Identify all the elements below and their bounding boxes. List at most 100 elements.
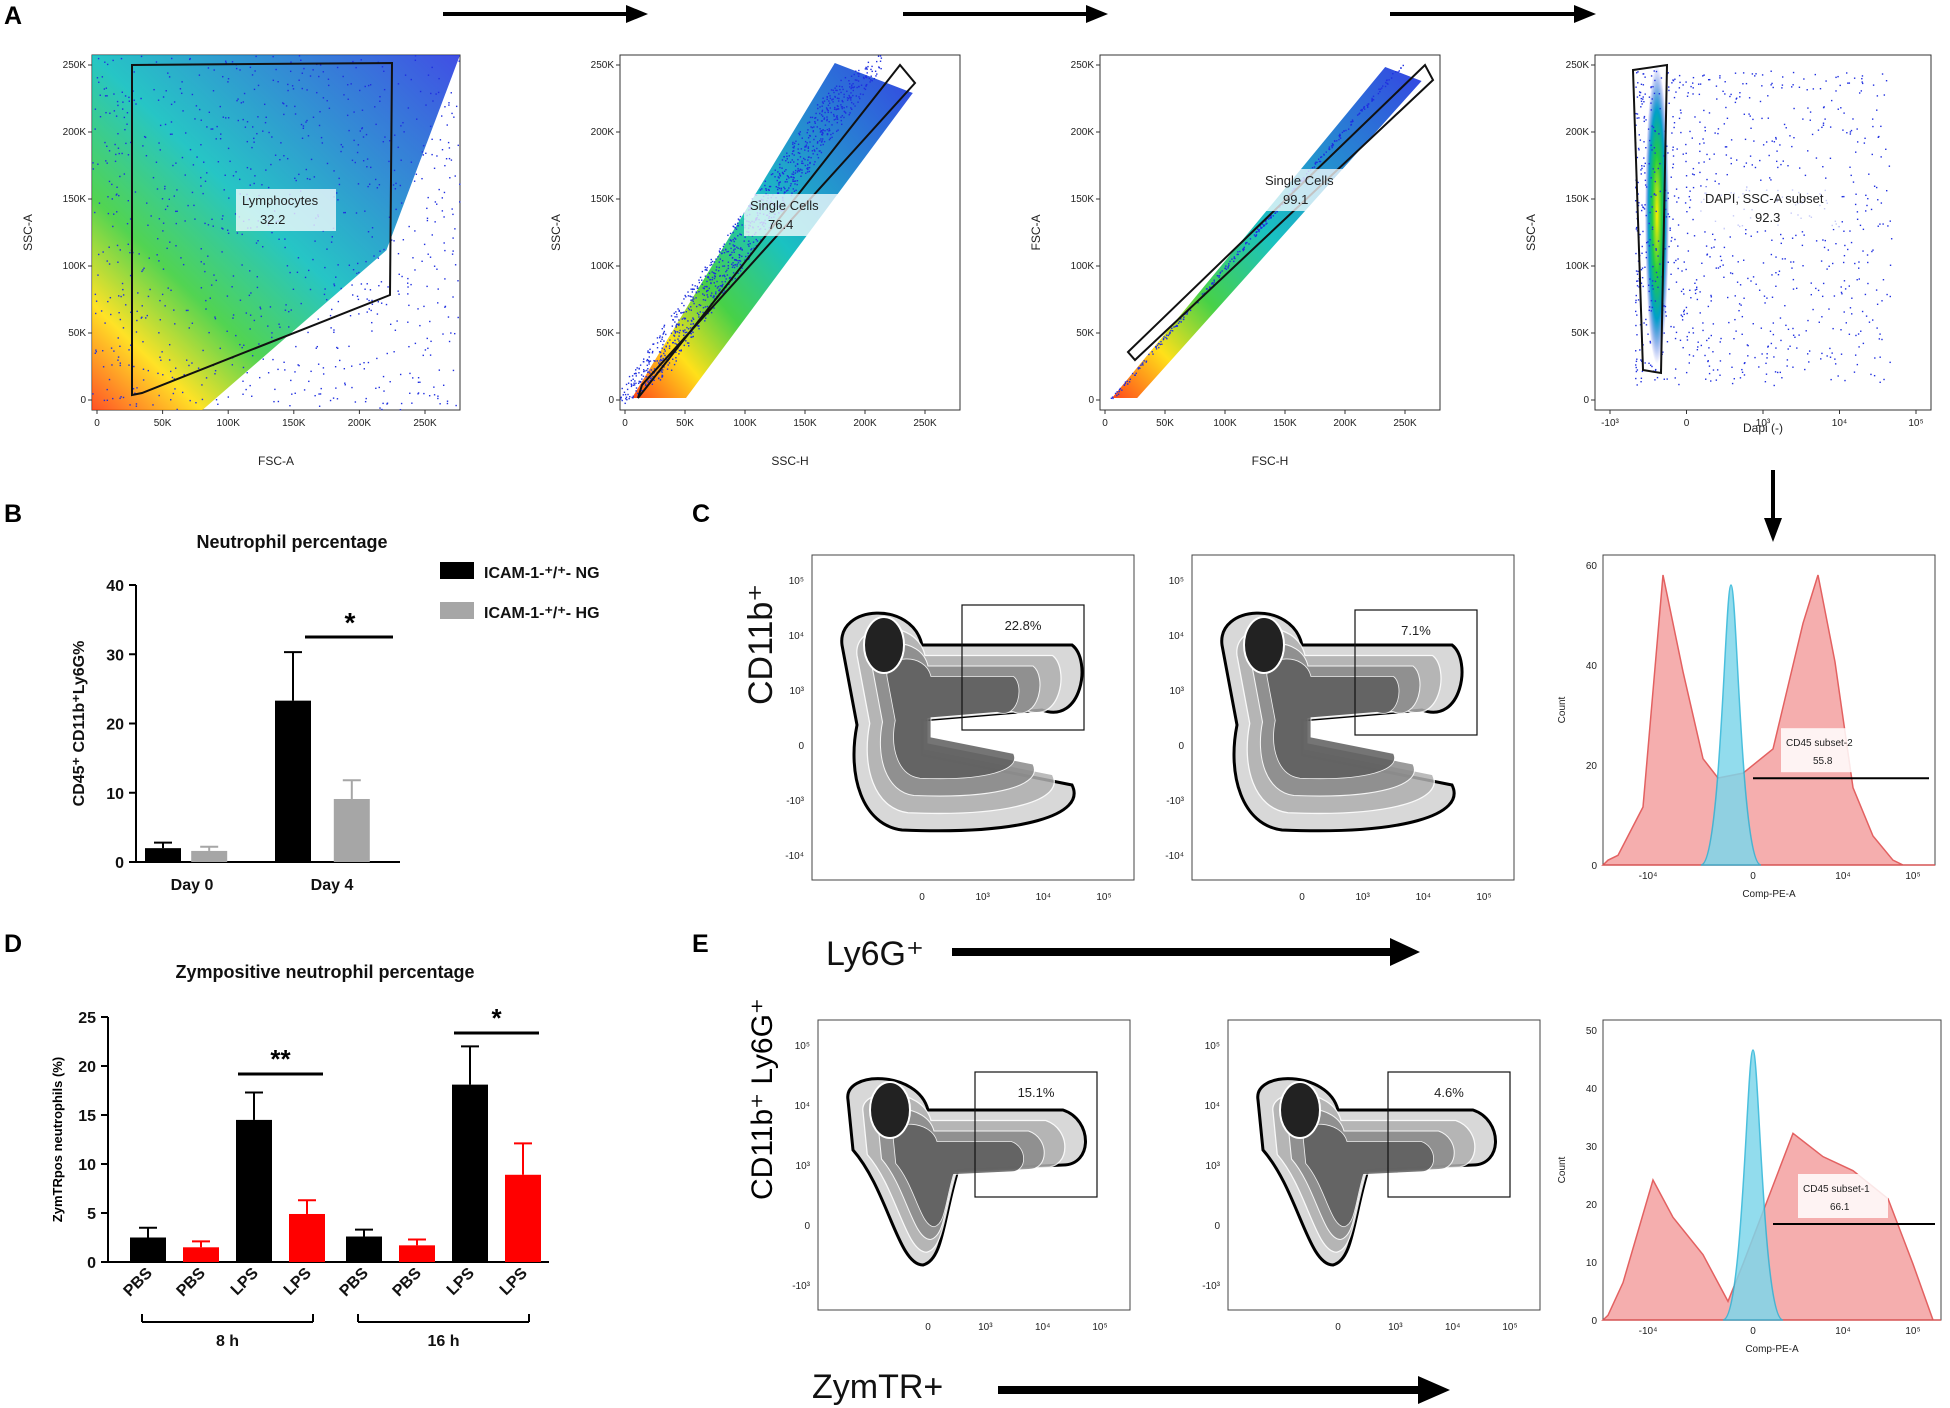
event-dot xyxy=(635,382,637,384)
event-dot xyxy=(237,119,240,122)
event-dot xyxy=(249,270,251,272)
event-dot xyxy=(833,91,835,94)
event-dot xyxy=(647,371,649,373)
event-dot xyxy=(706,269,708,271)
event-dot xyxy=(1765,362,1767,365)
event-dot xyxy=(690,332,692,335)
event-dot xyxy=(1858,346,1860,348)
event-dot xyxy=(858,85,860,88)
event-dot xyxy=(798,132,800,135)
event-dot xyxy=(290,309,292,311)
event-dot xyxy=(836,130,838,132)
event-dot xyxy=(1779,371,1782,374)
event-dot xyxy=(454,175,456,177)
event-dot xyxy=(859,97,861,100)
event-dot xyxy=(333,284,336,287)
event-dot xyxy=(1740,304,1742,306)
x-tick-label: 10⁵ xyxy=(1096,892,1111,903)
event-dot xyxy=(412,257,414,259)
event-dot xyxy=(1180,318,1182,320)
event-dot xyxy=(277,368,279,371)
event-dot xyxy=(678,353,680,355)
y-tick-label: 10⁴ xyxy=(789,631,804,642)
event-dot xyxy=(386,352,388,355)
event-dot xyxy=(835,116,838,118)
event-dot xyxy=(1673,326,1675,328)
event-dot xyxy=(692,296,694,298)
y-tick-label: 0 xyxy=(87,1255,96,1272)
event-dot xyxy=(732,239,734,241)
event-dot xyxy=(1213,279,1215,281)
event-dot xyxy=(625,396,628,398)
event-dot xyxy=(173,378,176,380)
event-dot xyxy=(255,242,258,244)
event-dot xyxy=(1841,195,1843,198)
event-dot xyxy=(791,159,793,161)
event-dot xyxy=(1858,267,1860,269)
gate-box xyxy=(1354,609,1478,736)
event-dot xyxy=(1675,188,1678,190)
event-dot xyxy=(848,96,851,98)
event-dot xyxy=(1180,321,1182,323)
event-dot xyxy=(698,325,700,327)
event-dot xyxy=(1654,369,1657,372)
event-dot xyxy=(633,373,636,375)
event-dot xyxy=(726,269,728,272)
event-dot xyxy=(841,106,844,108)
event-dot xyxy=(1685,175,1688,177)
event-dot xyxy=(707,296,709,298)
event-dot xyxy=(374,178,377,181)
event-dot xyxy=(368,308,370,310)
event-dot xyxy=(1372,99,1375,101)
event-dot xyxy=(1715,379,1718,381)
event-dot xyxy=(243,344,245,346)
event-dot xyxy=(760,239,762,241)
event-dot xyxy=(1672,115,1674,118)
event-dot xyxy=(334,366,337,368)
event-dot xyxy=(1171,327,1173,329)
event-dot xyxy=(407,321,409,323)
event-dot xyxy=(719,285,721,287)
event-dot xyxy=(820,151,823,154)
x-tick-label: Day 0 xyxy=(171,877,214,894)
event-dot xyxy=(1744,362,1746,364)
event-dot xyxy=(1820,260,1823,262)
event-dot xyxy=(839,88,841,91)
x-tick-label: 0 xyxy=(622,418,628,429)
event-dot xyxy=(1723,123,1726,125)
event-dot xyxy=(1856,279,1858,281)
event-dot xyxy=(1675,91,1677,93)
event-dot xyxy=(793,180,795,182)
event-dot xyxy=(224,174,226,176)
event-dot xyxy=(1637,280,1639,282)
event-dot xyxy=(850,75,853,77)
event-dot xyxy=(164,185,166,188)
event-dot xyxy=(1768,154,1770,157)
y-tick-label: -10³ xyxy=(792,1281,810,1292)
event-dot xyxy=(1846,72,1848,74)
y-tick-label: 50 xyxy=(1586,1026,1598,1037)
event-dot xyxy=(858,96,860,98)
event-dot xyxy=(1636,156,1639,159)
event-dot xyxy=(821,131,824,133)
event-dot xyxy=(1729,95,1731,98)
event-dot xyxy=(433,265,436,267)
event-dot xyxy=(835,89,837,92)
event-dot xyxy=(1270,216,1272,219)
y-tick-label: 0 xyxy=(1214,1221,1220,1232)
event-dot xyxy=(1703,74,1705,76)
event-dot xyxy=(851,84,853,86)
event-dot xyxy=(1265,220,1267,223)
event-dot xyxy=(288,326,290,328)
event-dot xyxy=(269,306,272,308)
event-dot xyxy=(1111,396,1114,398)
event-dot xyxy=(739,215,742,218)
event-dot xyxy=(370,309,372,312)
event-dot xyxy=(142,145,144,147)
event-dot xyxy=(715,266,718,268)
event-dot xyxy=(715,291,717,293)
event-dot xyxy=(236,99,238,102)
event-dot xyxy=(403,131,405,133)
event-dot xyxy=(105,87,108,89)
event-dot xyxy=(1704,231,1706,233)
